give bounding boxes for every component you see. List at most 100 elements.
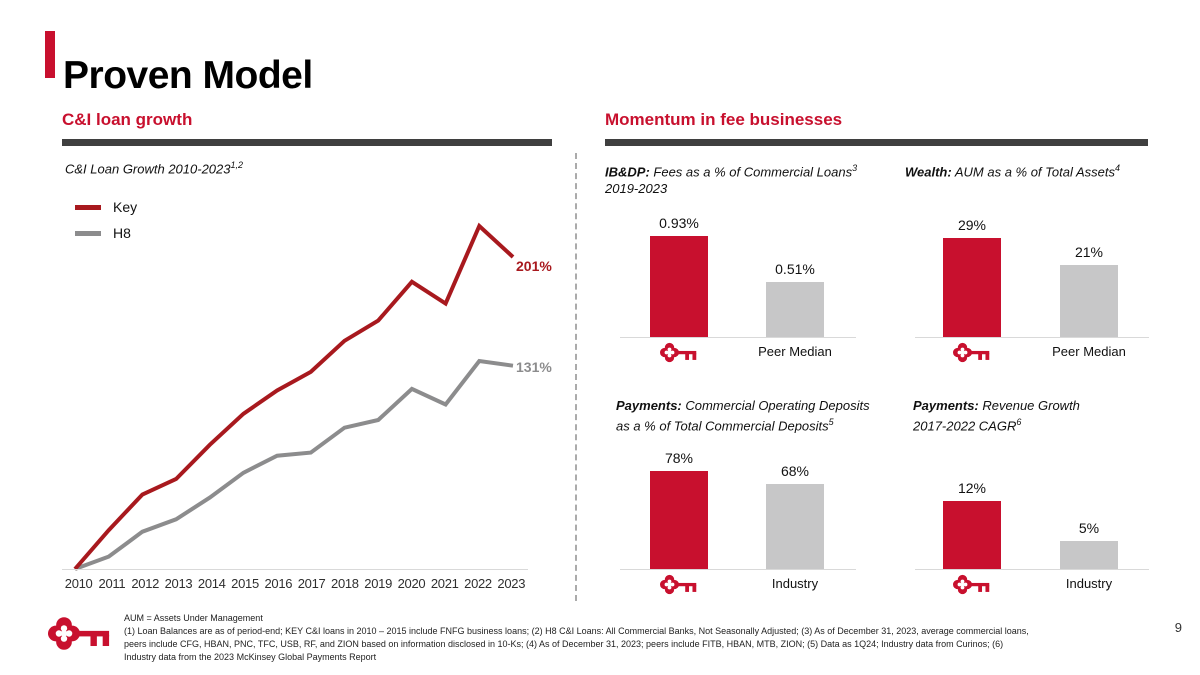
payments-deposits-industry-value: 68% bbox=[780, 463, 810, 479]
section-header-fee-businesses: Momentum in fee businesses bbox=[605, 110, 843, 129]
payments-revenue-key-value: 12% bbox=[957, 480, 987, 496]
payments-deposits-title-prefix: Payments: bbox=[616, 398, 682, 413]
key-line-series bbox=[73, 222, 515, 571]
keybank-key-icon bbox=[953, 574, 990, 595]
keybank-key-icon bbox=[953, 342, 990, 363]
wealth-peer-value: 21% bbox=[1074, 244, 1104, 260]
ibdp-chart-title: IB&DP: Fees as a % of Commercial Loans3 … bbox=[605, 160, 857, 197]
page-number: 9 bbox=[1174, 620, 1182, 635]
keybank-key-icon bbox=[660, 342, 697, 363]
x-axis-tick: 2016 bbox=[264, 576, 293, 591]
payments-deposits-category-label: Industry bbox=[771, 576, 819, 591]
ibdp-peer-bar bbox=[766, 282, 824, 337]
legend-swatch-h8 bbox=[75, 230, 101, 236]
x-axis-tick: 2022 bbox=[464, 576, 492, 591]
ibdp-key-value: 0.93% bbox=[659, 215, 699, 231]
keybank-key-icon bbox=[660, 574, 697, 595]
legend-label-key: Key bbox=[113, 199, 138, 215]
page-title: Proven Model bbox=[63, 54, 313, 98]
line-chart-baseline bbox=[62, 569, 528, 570]
wealth-key-value: 29% bbox=[957, 217, 987, 233]
wealth-category-label: Peer Median bbox=[1052, 344, 1126, 359]
ci-loan-growth-line-chart bbox=[73, 222, 515, 571]
wealth-chart-title: Wealth: AUM as a % of Total Assets4 bbox=[905, 160, 1120, 180]
legend-row-key: Key bbox=[75, 194, 137, 220]
payments-revenue-bar-chart: 12% 5% bbox=[915, 442, 1149, 570]
legend-row-h8: H8 bbox=[75, 220, 137, 246]
line-chart-label-text: C&I Loan Growth 2010-2023 bbox=[65, 161, 231, 177]
keybank-logo bbox=[48, 617, 110, 650]
footnote-line-3: Industry data from the 2023 McKinsey Glo… bbox=[124, 652, 377, 662]
footnote-aum: AUM = Assets Under Management bbox=[124, 613, 263, 623]
payments-deposits-key-bar bbox=[650, 471, 708, 569]
payments-deposits-title-line2-text: as a % of Total Commercial Deposits bbox=[616, 418, 829, 434]
section-rule-right bbox=[605, 139, 1148, 146]
payments-revenue-industry-bar bbox=[1060, 541, 1118, 569]
ibdp-key-bar bbox=[650, 236, 708, 337]
ibdp-title-line2-text: 2019-2023 bbox=[605, 181, 668, 197]
x-axis-tick: 2013 bbox=[164, 576, 193, 591]
payments-deposits-title-line2: as a % of Total Commercial Deposits5 bbox=[616, 414, 870, 434]
payments-revenue-title-sup: 6 bbox=[1016, 417, 1022, 427]
ibdp-title-sup: 3 bbox=[852, 163, 858, 173]
ibdp-bar-chart: 0.93% 0.51% bbox=[620, 210, 856, 338]
x-axis-tick: 2020 bbox=[397, 576, 426, 591]
ibdp-title-line2: 2019-2023 bbox=[605, 180, 857, 197]
section-divider bbox=[575, 153, 577, 601]
x-axis-tick: 2021 bbox=[430, 576, 459, 591]
payments-revenue-title-prefix: Payments: bbox=[913, 398, 979, 413]
footnote-line-1: (1) Loan Balances are as of period-end; … bbox=[124, 626, 1029, 636]
payments-revenue-chart-title: Payments: Revenue Growth 2017-2022 CAGR6 bbox=[913, 397, 1080, 434]
legend-label-h8: H8 bbox=[113, 225, 131, 241]
payments-revenue-category-label: Industry bbox=[1065, 576, 1113, 591]
x-axis-tick: 2010 bbox=[64, 576, 93, 591]
payments-revenue-title-line2: 2017-2022 CAGR6 bbox=[913, 414, 1080, 434]
line-chart-label: C&I Loan Growth 2010-20231,2 bbox=[65, 160, 243, 176]
wealth-title-rest: AUM as a % of Total Assets bbox=[951, 164, 1116, 180]
x-axis-tick: 2015 bbox=[231, 576, 259, 591]
line-chart-x-axis: 2010 2011 2012 2013 2014 2015 2016 2017 2018 2019… bbox=[62, 576, 528, 591]
payments-revenue-title-line1: Payments: Revenue Growth bbox=[913, 397, 1080, 414]
payments-revenue-key-bar bbox=[943, 501, 1001, 569]
ibdp-title-rest: Fees as a % of Commercial Loans bbox=[649, 164, 853, 180]
x-axis-tick: 2011 bbox=[98, 576, 126, 591]
payments-deposits-title-rest: Commercial Operating Deposits bbox=[681, 398, 870, 413]
payments-deposits-industry-bar bbox=[766, 484, 824, 569]
wealth-key-bar bbox=[943, 238, 1001, 337]
line-chart-legend: Key H8 bbox=[75, 194, 137, 246]
wealth-peer-bar bbox=[1060, 265, 1118, 337]
wealth-bar-chart: 29% 21% bbox=[915, 210, 1149, 338]
x-axis-tick: 2017 bbox=[297, 576, 326, 591]
x-axis-tick: 2023 bbox=[497, 576, 526, 591]
key-end-value-label: 201% bbox=[516, 258, 552, 274]
title-accent-bar bbox=[45, 31, 55, 78]
ibdp-category-label: Peer Median bbox=[758, 344, 832, 359]
ibdp-peer-value: 0.51% bbox=[775, 261, 815, 277]
section-rule-left bbox=[62, 139, 552, 146]
x-axis-tick: 2018 bbox=[331, 576, 359, 591]
payments-deposits-title-line1: Payments: Commercial Operating Deposits bbox=[616, 397, 870, 414]
footnotes: AUM = Assets Under Management (1) Loan B… bbox=[124, 612, 1139, 664]
ibdp-title-prefix: IB&DP: bbox=[605, 164, 650, 180]
footnote-line-2: peers include CFG, HBAN, PNC, TFC, USB, … bbox=[124, 639, 1004, 649]
payments-revenue-title-rest: Revenue Growth bbox=[978, 398, 1080, 413]
payments-deposits-chart-title: Payments: Commercial Operating Deposits … bbox=[616, 397, 870, 434]
payments-deposits-key-value: 78% bbox=[664, 450, 694, 466]
h8-end-value-label: 131% bbox=[516, 359, 552, 375]
wealth-title-sup: 4 bbox=[1115, 163, 1121, 173]
payments-revenue-industry-value: 5% bbox=[1078, 520, 1100, 536]
legend-swatch-key bbox=[75, 204, 101, 210]
wealth-title-prefix: Wealth: bbox=[905, 164, 952, 180]
wealth-title-line1: Wealth: AUM as a % of Total Assets4 bbox=[905, 160, 1120, 180]
section-header-ci-loan-growth: C&I loan growth bbox=[62, 110, 193, 129]
x-axis-tick: 2012 bbox=[131, 576, 160, 591]
h8-line-series bbox=[74, 358, 514, 571]
payments-revenue-title-line2-text: 2017-2022 CAGR bbox=[913, 418, 1017, 434]
x-axis-tick: 2014 bbox=[197, 576, 226, 591]
x-axis-tick: 2019 bbox=[364, 576, 393, 591]
ibdp-title-line1: IB&DP: Fees as a % of Commercial Loans3 bbox=[605, 160, 857, 180]
payments-deposits-bar-chart: 78% 68% bbox=[620, 442, 856, 570]
payments-deposits-title-sup: 5 bbox=[828, 417, 834, 427]
line-chart-label-sup: 1,2 bbox=[230, 160, 244, 170]
